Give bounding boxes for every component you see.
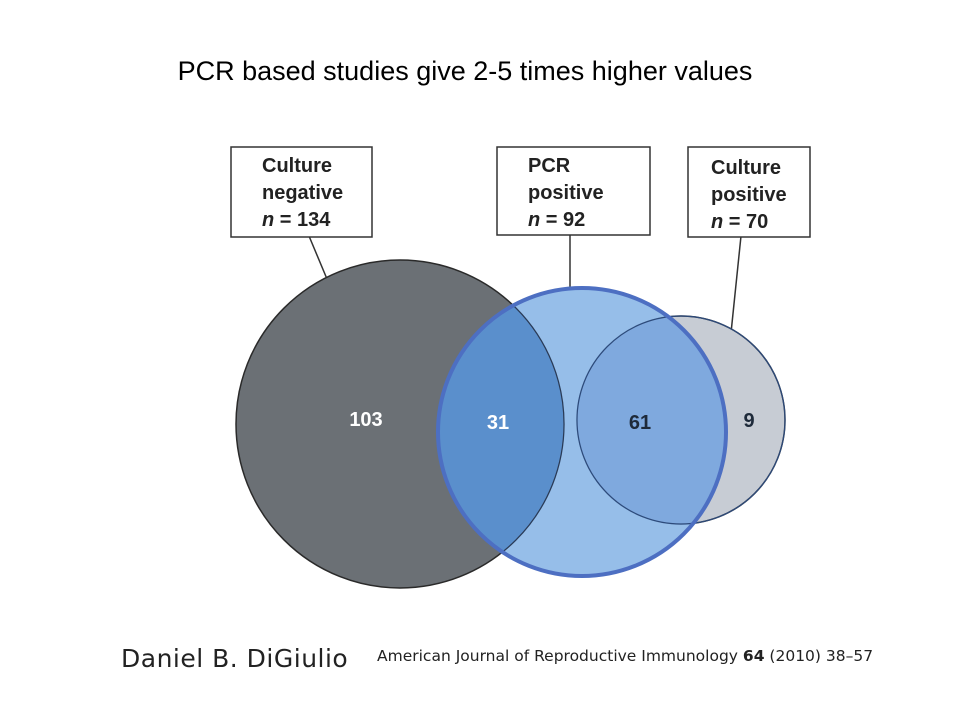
svg-text:n = 92: n = 92 bbox=[528, 209, 585, 231]
culture-positive-label-box: Culture positive n = 70 bbox=[687, 146, 811, 238]
culture-negative-n-value: 134 bbox=[297, 209, 331, 231]
culture-negative-line2: negative bbox=[262, 182, 343, 204]
culture-negative-connector bbox=[308, 235, 328, 280]
slide-title: PCR based studies give 2-5 times higher … bbox=[177, 56, 753, 86]
culture-positive-line1: Culture bbox=[711, 157, 781, 179]
journal-name: American Journal of Reproductive Immunol… bbox=[377, 647, 738, 665]
negative-outline-inside-pcr bbox=[438, 288, 565, 576]
culture-negative-only-count: 103 bbox=[349, 409, 382, 431]
culture-positive-line2: positive bbox=[711, 184, 787, 206]
svg-text:n = 70: n = 70 bbox=[711, 211, 768, 233]
culture-positive-outline bbox=[576, 315, 786, 525]
pcr-positive-n-label: n bbox=[528, 209, 540, 231]
pcr-positive-label-box: PCR positive n = 92 bbox=[496, 146, 651, 236]
author-name: Daniel B. DiGiulio bbox=[121, 644, 349, 673]
culture-positive-n-value: 70 bbox=[746, 211, 768, 233]
culture-positive-connector bbox=[730, 235, 742, 334]
culture-negative-label-box: Culture negative n = 134 bbox=[230, 146, 373, 238]
journal-citation: American Journal of Reproductive Immunol… bbox=[377, 647, 873, 665]
pcr-positive-line1: PCR bbox=[528, 155, 571, 177]
negative-pcr-overlap-count: 31 bbox=[487, 412, 509, 434]
svg-text:n = 134: n = 134 bbox=[262, 209, 331, 231]
culture-negative-n-label: n bbox=[262, 209, 274, 231]
negative-pcr-overlap bbox=[438, 288, 564, 576]
journal-volume: 64 bbox=[742, 647, 765, 665]
culture-positive-only-count: 9 bbox=[743, 410, 754, 432]
pcr-positive-line2: positive bbox=[528, 182, 604, 204]
culture-negative-line1: Culture bbox=[262, 155, 332, 177]
positive-pcr-overlap-count: 61 bbox=[629, 412, 651, 434]
pcr-positive-n-value: 92 bbox=[563, 209, 585, 231]
pcr-positive-outline bbox=[436, 286, 728, 578]
culture-positive-n-label: n bbox=[711, 211, 723, 233]
positive-pcr-overlap bbox=[577, 316, 726, 524]
journal-year-pages: (2010) 38–57 bbox=[769, 647, 874, 665]
